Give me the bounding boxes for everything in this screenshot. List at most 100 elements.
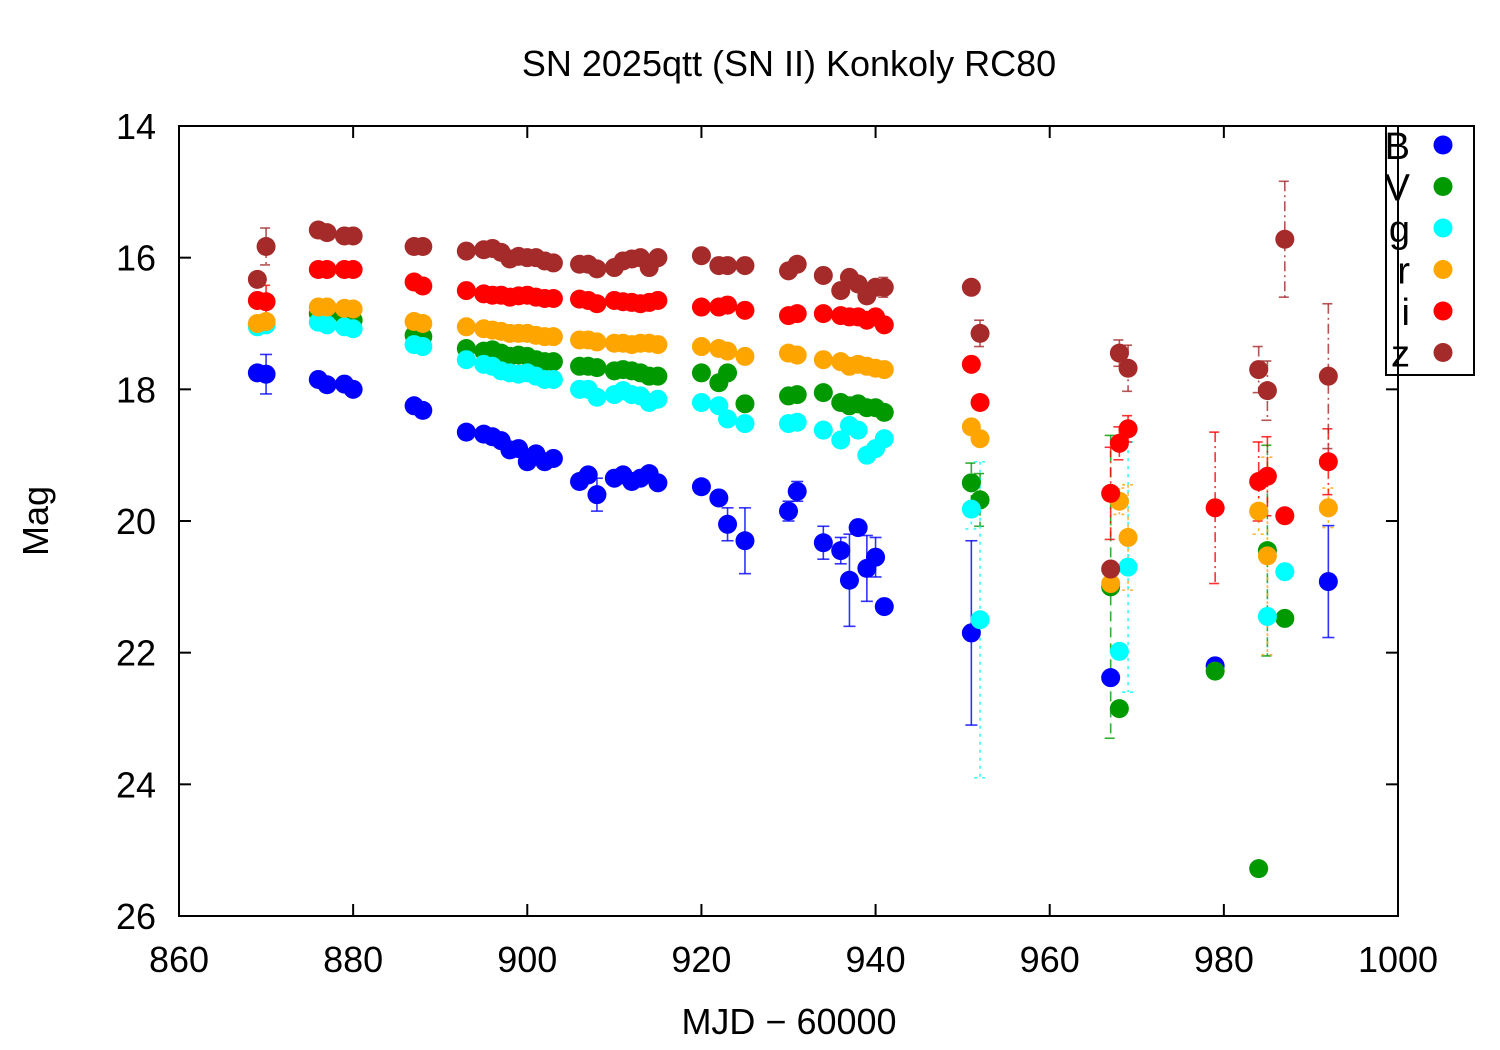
point-g bbox=[848, 420, 868, 440]
point-g bbox=[718, 409, 738, 429]
point-g bbox=[831, 430, 851, 450]
errorbars-r bbox=[1113, 456, 1335, 656]
y-tick-label: 16 bbox=[116, 238, 156, 279]
legend-label-i: i bbox=[1402, 292, 1410, 334]
point-r bbox=[970, 429, 990, 449]
point-g bbox=[648, 389, 668, 409]
point-z bbox=[1101, 559, 1121, 579]
series-i bbox=[247, 260, 1338, 526]
point-B bbox=[787, 481, 807, 501]
point-g bbox=[813, 420, 833, 440]
point-g bbox=[735, 414, 755, 434]
point-g bbox=[874, 429, 894, 449]
point-z bbox=[343, 226, 363, 246]
point-r bbox=[648, 335, 668, 355]
x-tick-label: 900 bbox=[497, 939, 557, 980]
point-B bbox=[848, 518, 868, 538]
point-V bbox=[691, 363, 711, 383]
x-tick-label: 880 bbox=[323, 939, 383, 980]
point-i bbox=[1109, 433, 1129, 453]
point-r bbox=[1257, 546, 1277, 566]
legend-marker-B bbox=[1433, 135, 1453, 155]
series-g bbox=[247, 312, 1295, 661]
point-r bbox=[543, 327, 563, 347]
chart-title: SN 2025qtt (SN II) Konkoly RC80 bbox=[522, 43, 1056, 84]
point-z bbox=[247, 269, 267, 289]
y-tick-label: 14 bbox=[116, 106, 156, 147]
point-z bbox=[874, 277, 894, 297]
point-i bbox=[787, 304, 807, 324]
point-r bbox=[256, 312, 276, 332]
point-g bbox=[317, 315, 337, 335]
x-tick-label: 920 bbox=[671, 939, 731, 980]
point-r bbox=[691, 337, 711, 357]
point-V bbox=[1275, 608, 1295, 628]
point-i bbox=[813, 304, 833, 324]
y-tick-label: 18 bbox=[116, 369, 156, 410]
point-r bbox=[813, 350, 833, 370]
point-V bbox=[813, 383, 833, 403]
series-V bbox=[247, 304, 1295, 879]
point-z bbox=[587, 259, 607, 279]
y-tick-label: 24 bbox=[116, 764, 156, 805]
point-V bbox=[718, 363, 738, 383]
point-i bbox=[543, 288, 563, 308]
point-B bbox=[578, 465, 598, 485]
point-z bbox=[1318, 366, 1338, 386]
point-i bbox=[1275, 506, 1295, 526]
point-z bbox=[813, 265, 833, 285]
point-g bbox=[1118, 557, 1138, 577]
point-z bbox=[691, 246, 711, 266]
legend-marker-z bbox=[1433, 343, 1453, 362]
x-tick-label: 980 bbox=[1194, 939, 1254, 980]
point-r bbox=[787, 345, 807, 365]
point-g bbox=[691, 393, 711, 412]
point-i bbox=[735, 300, 755, 320]
point-z bbox=[735, 256, 755, 276]
axes: 860 880 900 920 940 960 980 1000 14 16 18 20 22 24 26 bbox=[116, 106, 1438, 980]
point-B bbox=[709, 488, 729, 508]
point-g bbox=[1109, 641, 1129, 661]
point-B bbox=[691, 477, 711, 497]
point-g bbox=[343, 319, 363, 339]
point-r bbox=[874, 360, 894, 380]
point-r bbox=[1318, 498, 1338, 518]
point-i bbox=[587, 294, 607, 314]
point-r bbox=[718, 341, 738, 361]
point-r bbox=[735, 346, 755, 366]
point-i bbox=[413, 276, 433, 296]
point-g bbox=[1275, 562, 1295, 582]
point-r bbox=[456, 317, 476, 337]
point-r bbox=[1118, 527, 1138, 547]
point-B bbox=[456, 422, 476, 442]
point-i bbox=[691, 297, 711, 317]
point-i bbox=[456, 281, 476, 301]
legend-marker-V bbox=[1433, 177, 1453, 196]
point-i bbox=[1205, 498, 1225, 518]
y-tick-label: 20 bbox=[116, 501, 156, 542]
point-B bbox=[779, 501, 798, 521]
point-z bbox=[648, 248, 668, 268]
point-i bbox=[718, 295, 738, 315]
point-z bbox=[1118, 358, 1138, 378]
series-B bbox=[247, 363, 1338, 688]
point-B bbox=[813, 533, 833, 553]
point-g bbox=[413, 337, 433, 357]
point-z bbox=[413, 236, 433, 256]
point-V bbox=[874, 402, 894, 422]
point-B bbox=[317, 375, 337, 395]
point-z bbox=[787, 254, 807, 274]
point-z bbox=[718, 256, 738, 276]
point-B bbox=[874, 597, 894, 617]
x-tick-label: 940 bbox=[846, 939, 906, 980]
point-z bbox=[256, 236, 276, 256]
point-V bbox=[961, 473, 981, 493]
point-z bbox=[1257, 381, 1277, 401]
point-V bbox=[1249, 859, 1269, 879]
point-V bbox=[735, 394, 755, 414]
point-g bbox=[456, 350, 476, 370]
point-B bbox=[648, 473, 668, 493]
point-r bbox=[413, 314, 433, 333]
point-B bbox=[1318, 572, 1338, 592]
